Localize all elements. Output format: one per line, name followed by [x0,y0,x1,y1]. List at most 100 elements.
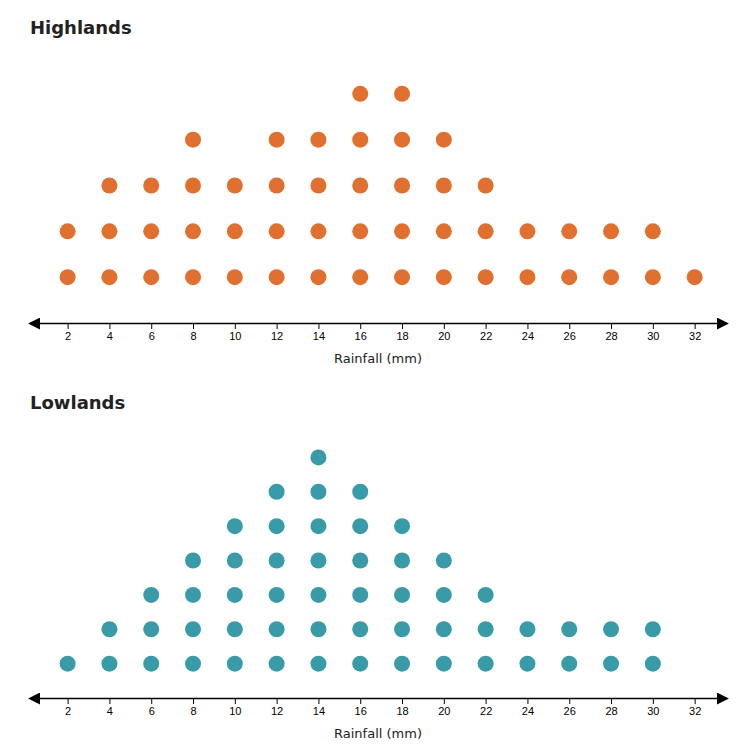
tick-label: 14 [313,705,325,717]
tick-mark [277,698,278,704]
dot [436,132,452,148]
dot [561,269,577,285]
tick-label: 12 [271,705,283,717]
tick: 30 [647,698,659,717]
tick-mark [444,698,445,704]
tick: 14 [313,323,325,342]
dot [101,178,117,194]
tick-mark [444,323,445,329]
dot [352,484,368,500]
tick-mark [569,698,570,704]
tick-label: 24 [522,705,534,717]
dot [478,269,494,285]
tick: 6 [149,323,155,342]
tick-label: 16 [355,330,367,342]
dot [436,553,452,569]
tick-label: 28 [605,705,617,717]
dot [143,621,159,637]
tick-label: 32 [689,705,701,717]
dot [310,587,326,603]
panel: 2468101214161820222426283032 [31,86,727,342]
dot [269,518,285,534]
tick-mark [68,323,69,329]
dot [143,269,159,285]
dot [227,656,243,672]
tick-mark [402,323,403,329]
dot [310,178,326,194]
dot [394,518,410,534]
dot [394,86,410,102]
dot [227,269,243,285]
dot [603,621,619,637]
tick: 2 [65,323,71,342]
dot [394,132,410,148]
dot [269,621,285,637]
x-axis-title: Rainfall (mm) [334,726,422,741]
tick-mark [318,698,319,704]
dot [185,587,201,603]
tick-mark [109,323,110,329]
dot [519,621,535,637]
dot [394,178,410,194]
tick: 14 [313,698,325,717]
tick: 20 [438,323,450,342]
tick: 32 [689,698,701,717]
tick-label: 2 [65,705,71,717]
dot [645,223,661,239]
dot [310,518,326,534]
dot [519,223,535,239]
dot [603,656,619,672]
tick-label: 16 [355,705,367,717]
dot [185,269,201,285]
tick-mark [402,698,403,704]
x-axis: 2468101214161820222426283032 [31,698,727,717]
tick-mark [527,698,528,704]
chart-canvas: 2468101214161820222426283032HighlandsRai… [0,0,750,750]
dot [269,223,285,239]
tick-label: 26 [564,705,576,717]
tick: 30 [647,323,659,342]
dot [436,269,452,285]
axis-line [31,698,727,700]
tick: 4 [107,698,113,717]
dot [603,269,619,285]
tick-label: 20 [438,705,450,717]
tick-mark [611,698,612,704]
tick: 22 [480,698,492,717]
dot [394,223,410,239]
tick: 16 [355,323,367,342]
dot [269,656,285,672]
x-axis-title: Rainfall (mm) [334,351,422,366]
tick-mark [193,698,194,704]
dot [310,223,326,239]
dot [269,587,285,603]
dot [645,656,661,672]
tick: 10 [229,323,241,342]
tick: 12 [271,323,283,342]
dot [352,621,368,637]
tick-mark [653,698,654,704]
dot [478,178,494,194]
tick-mark [151,698,152,704]
tick: 26 [564,698,576,717]
axis-line [31,323,727,325]
dot [436,621,452,637]
tick-mark [151,323,152,329]
tick-label: 12 [271,330,283,342]
tick-mark [360,323,361,329]
tick: 2 [65,698,71,717]
dot [227,553,243,569]
panel: 2468101214161820222426283032 [31,449,727,716]
dot [269,178,285,194]
dot [101,656,117,672]
chart-title: Lowlands [30,392,125,413]
tick-label: 10 [229,705,241,717]
tick: 28 [605,698,617,717]
tick: 10 [229,698,241,717]
dot [143,178,159,194]
tick-mark [527,323,528,329]
dots [60,86,703,285]
dot [269,484,285,500]
tick-mark [68,698,69,704]
tick-mark [653,323,654,329]
